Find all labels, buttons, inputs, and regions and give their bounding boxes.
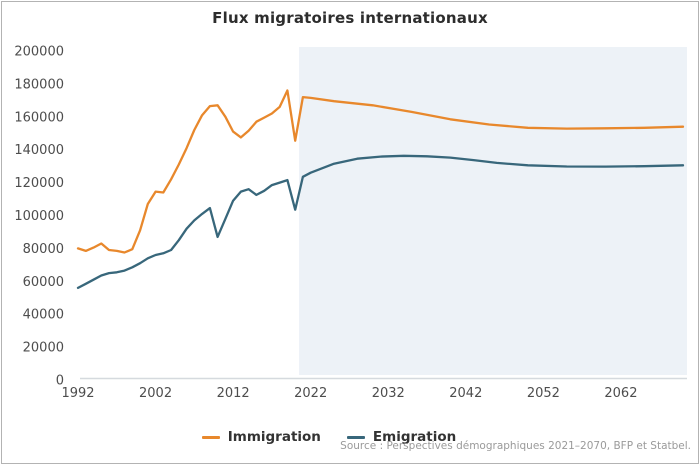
legend-label-immigration: Immigration xyxy=(227,429,321,445)
x-tick-label: 2022 xyxy=(294,386,327,401)
x-tick-label: 2062 xyxy=(604,386,637,401)
legend-item-emigration: Emigration xyxy=(346,429,457,445)
y-tick-label: 120000 xyxy=(14,176,64,191)
x-tick-label: 2032 xyxy=(372,386,405,401)
legend-label-emigration: Emigration xyxy=(372,429,457,445)
x-tick-label: 1992 xyxy=(61,386,94,401)
legend-item-immigration: Immigration xyxy=(201,429,321,445)
y-tick-label: 80000 xyxy=(23,242,64,257)
x-tick-label: 2012 xyxy=(217,386,250,401)
x-tick-label: 2052 xyxy=(527,386,560,401)
y-tick-label: 180000 xyxy=(14,77,64,92)
x-tick-label: 2042 xyxy=(449,386,482,401)
y-tick-label: 60000 xyxy=(23,275,64,290)
legend: Immigration Emigration xyxy=(0,429,679,445)
chart-title: Flux migratoires internationaux xyxy=(212,9,488,27)
y-tick-label: 40000 xyxy=(23,308,64,323)
source-caption: Source : Perspectives démographiques 202… xyxy=(340,440,691,452)
y-tick-label: 100000 xyxy=(14,209,64,224)
y-tick-label: 20000 xyxy=(23,341,64,356)
y-tick-label: 140000 xyxy=(14,143,64,158)
y-tick-label: 160000 xyxy=(14,110,64,125)
y-tick-label: 200000 xyxy=(14,45,64,60)
x-tick-label: 2002 xyxy=(139,386,172,401)
immigration-line xyxy=(76,89,685,254)
emigration-line-swatch xyxy=(346,435,365,439)
immigration-line-swatch xyxy=(201,435,220,439)
y-tick-label: 0 xyxy=(56,374,64,389)
emigration-line xyxy=(76,154,685,290)
projection-region xyxy=(299,47,687,375)
